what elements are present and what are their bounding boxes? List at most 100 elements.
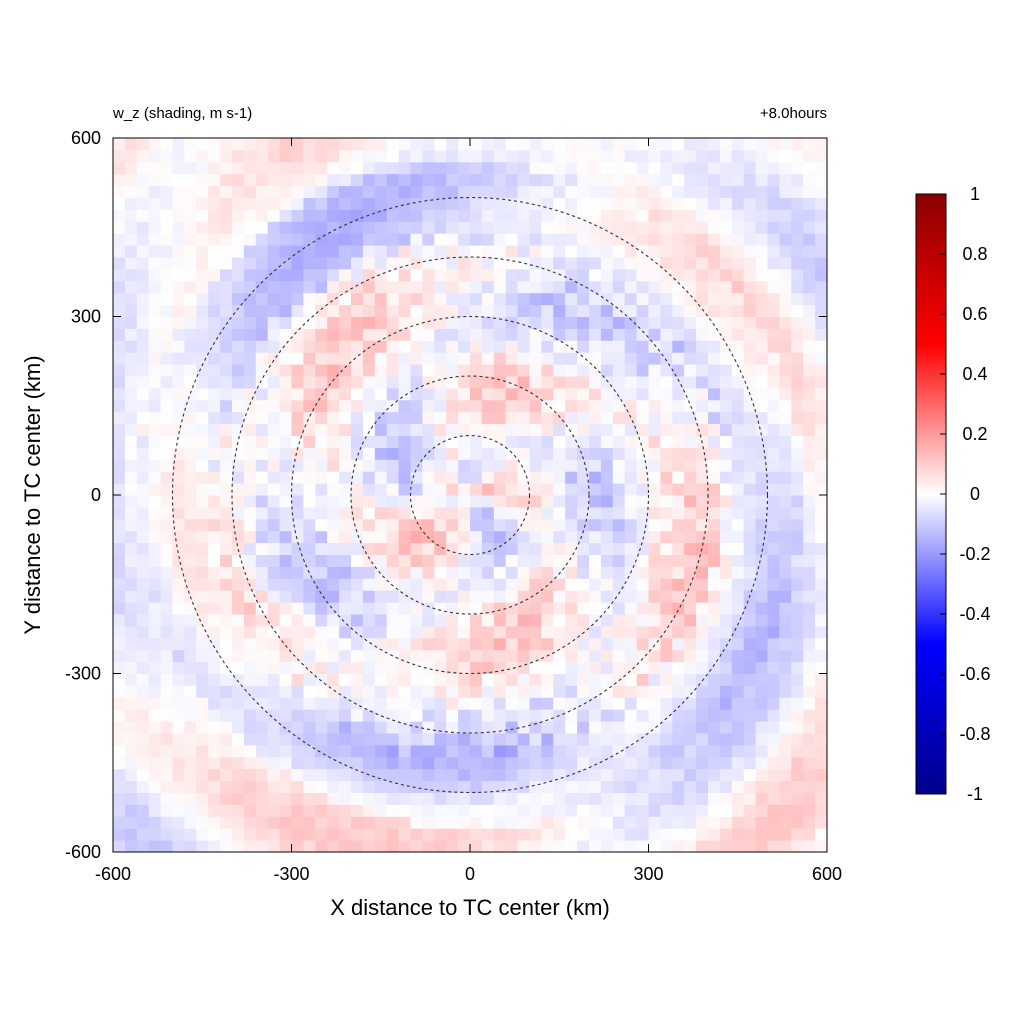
heatmap-cell xyxy=(624,518,638,532)
heatmap-cell xyxy=(636,566,649,579)
heatmap-cell xyxy=(458,506,471,520)
heatmap-cell xyxy=(291,411,304,425)
heatmap-cell xyxy=(422,280,435,294)
heatmap-cell xyxy=(303,316,316,329)
heatmap-cell xyxy=(731,756,745,770)
heatmap-cell xyxy=(708,304,721,317)
heatmap-cell xyxy=(672,149,685,163)
heatmap-cell xyxy=(279,602,292,615)
heatmap-cell xyxy=(136,518,150,532)
heatmap-cell xyxy=(719,197,733,210)
heatmap-cell xyxy=(600,780,614,793)
heatmap-cell xyxy=(124,304,138,317)
heatmap-cell xyxy=(255,268,269,282)
heatmap-cell xyxy=(172,566,185,579)
heatmap-cell xyxy=(636,280,649,294)
heatmap-cell xyxy=(517,471,530,484)
heatmap-cell xyxy=(208,530,221,544)
heatmap-cell xyxy=(815,614,827,627)
heatmap-cell xyxy=(339,352,352,365)
heatmap-cell xyxy=(232,495,245,508)
heatmap-cell xyxy=(612,495,626,508)
heatmap-cell xyxy=(481,268,495,282)
heatmap-cell xyxy=(684,447,697,460)
heatmap-cell xyxy=(351,376,364,389)
heatmap-cell xyxy=(232,292,245,306)
heatmap-cell xyxy=(517,292,530,306)
heatmap-cell xyxy=(755,399,768,413)
heatmap-cell xyxy=(243,685,257,698)
heatmap-cell xyxy=(362,459,376,472)
heatmap-cell xyxy=(565,792,578,805)
heatmap-cell xyxy=(648,447,661,460)
heatmap-cell xyxy=(636,542,649,555)
heatmap-cell xyxy=(232,447,245,460)
heatmap-cell xyxy=(470,471,483,484)
heatmap-cell xyxy=(755,530,768,544)
heatmap-cell xyxy=(255,399,269,413)
heatmap-cell xyxy=(184,578,197,591)
y-tick-label: -300 xyxy=(65,664,101,684)
heatmap-cell xyxy=(208,209,221,222)
heatmap-cell xyxy=(672,744,685,758)
heatmap-cell xyxy=(208,364,221,377)
heatmap-cell xyxy=(708,661,721,674)
heatmap-cell xyxy=(351,792,364,805)
heatmap-cell xyxy=(184,840,197,852)
heatmap-cell xyxy=(470,840,483,852)
heatmap-cell xyxy=(481,316,495,329)
heatmap-cell xyxy=(684,637,697,651)
heatmap-cell xyxy=(541,804,554,817)
heatmap-cell xyxy=(589,804,602,817)
heatmap-cell xyxy=(719,149,733,163)
heatmap-cell xyxy=(589,364,602,377)
heatmap-cell xyxy=(124,209,138,222)
heatmap-cell xyxy=(696,709,709,722)
heatmap-cell xyxy=(470,268,483,282)
heatmap-cell xyxy=(803,804,816,817)
heatmap-cell xyxy=(553,495,566,508)
heatmap-cell xyxy=(446,268,459,282)
heatmap-cell xyxy=(719,780,733,793)
heatmap-cell xyxy=(672,518,685,532)
heatmap-cell xyxy=(184,328,197,341)
heatmap-cell xyxy=(422,268,435,282)
heatmap-cell xyxy=(553,209,566,222)
heatmap-cell xyxy=(672,245,685,258)
heatmap-cell xyxy=(600,185,614,198)
heatmap-cell xyxy=(136,804,150,817)
heatmap-cell xyxy=(303,685,316,698)
heatmap-cell xyxy=(362,685,376,698)
heatmap-cell xyxy=(172,792,185,805)
heatmap-cell xyxy=(458,828,471,841)
heatmap-cell xyxy=(303,328,316,341)
heatmap-cell xyxy=(612,685,626,698)
heatmap-cell xyxy=(339,578,352,591)
colorbar-ticks: 10.80.60.40.20-0.2-0.4-0.6-0.8-1 xyxy=(940,184,991,804)
heatmap-cell xyxy=(791,518,804,532)
heatmap-cell xyxy=(196,149,209,163)
heatmap-cell xyxy=(267,352,281,365)
heatmap-cell xyxy=(279,173,292,187)
heatmap-cell xyxy=(136,423,150,436)
heatmap-cell xyxy=(196,566,209,579)
heatmap-cell xyxy=(279,161,292,175)
heatmap-cell xyxy=(684,733,697,746)
heatmap-cell xyxy=(362,625,376,639)
heatmap-cell xyxy=(565,138,578,151)
heatmap-cell xyxy=(291,257,304,270)
heatmap-cell xyxy=(172,840,185,852)
heatmap-cell xyxy=(232,804,245,817)
heatmap-cell xyxy=(148,768,162,782)
heatmap-cell xyxy=(184,649,197,663)
heatmap-cell xyxy=(232,483,245,496)
heatmap-cell xyxy=(410,173,423,187)
heatmap-cell xyxy=(708,590,721,603)
heatmap-cell xyxy=(184,221,197,234)
heatmap-cell xyxy=(636,257,649,270)
heatmap-cell xyxy=(315,637,328,651)
heatmap-cell xyxy=(458,352,471,365)
heatmap-cell xyxy=(255,566,269,579)
heatmap-cell xyxy=(458,578,471,591)
heatmap-cell xyxy=(755,328,768,341)
